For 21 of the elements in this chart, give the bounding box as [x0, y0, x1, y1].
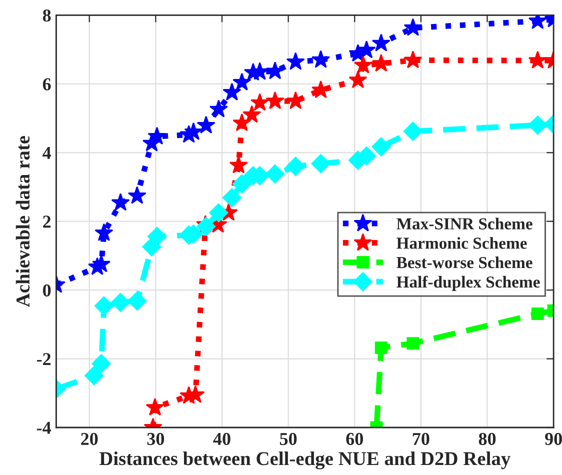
x-tick-label: 30	[147, 432, 164, 446]
x-tick-label: 60	[346, 432, 363, 446]
legend-label: Max-SINR Scheme	[396, 218, 532, 230]
x-tick-label: 20	[81, 432, 98, 446]
y-tick-label: 8	[42, 9, 51, 22]
x-axis-title: Distances between Cell-edge NUE and D2D Relay	[99, 452, 510, 470]
y-tick-label: 2	[43, 216, 51, 228]
y-tick-label: 4	[42, 147, 52, 159]
legend-label: Half-duplex Scheme	[396, 276, 540, 292]
x-tick-label: 80	[478, 432, 496, 446]
x-tick-label: 40	[213, 432, 230, 446]
y-tick-label: -4	[36, 422, 52, 434]
y-tick-label: -2	[36, 353, 51, 366]
y-tick-label: 0	[43, 284, 51, 297]
legend-label: Best-worse Scheme	[396, 256, 532, 268]
y-axis-title: Achievable data rate	[16, 136, 30, 308]
x-tick-label: 90	[545, 432, 562, 446]
x-tick-label: 50	[280, 432, 297, 446]
x-tick-label: 70	[412, 432, 430, 446]
y-tick-label: 6	[42, 78, 51, 90]
legend-label: Harmonic Scheme	[396, 237, 527, 249]
